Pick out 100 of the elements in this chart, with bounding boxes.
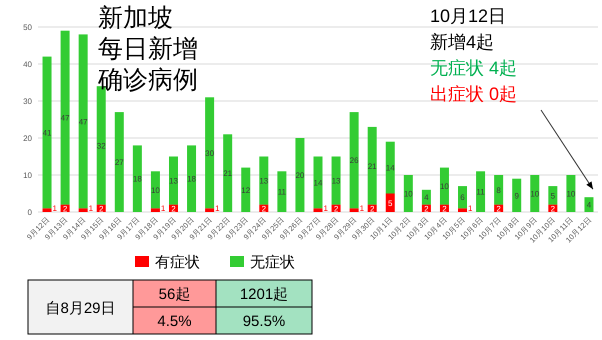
text: 4.5%: [157, 313, 192, 330]
data-label: 2: [496, 204, 502, 214]
data-label: 1: [324, 204, 328, 213]
bar: [60, 30, 70, 205]
bar: [78, 208, 88, 212]
bar: [295, 138, 304, 212]
bar: [259, 156, 268, 205]
data-label: 1: [468, 204, 474, 213]
data-label: 1: [88, 204, 94, 213]
data-label: 10: [530, 190, 540, 198]
text: 10月12日: [430, 6, 506, 26]
bar: [78, 34, 88, 208]
bar: [42, 56, 52, 208]
data-label: 27: [114, 158, 124, 168]
text: 每日新增确诊病例: [98, 34, 199, 96]
data-label: 2: [370, 204, 375, 214]
data-label: 4: [586, 200, 592, 210]
text: 自8月29日: [45, 300, 116, 317]
bar: [114, 112, 124, 212]
annotation: 无症状 4起: [430, 58, 518, 78]
data-label: 21: [223, 169, 233, 178]
bar: [548, 186, 558, 205]
data-label: 11: [476, 188, 486, 197]
data-label: 5: [550, 191, 556, 200]
bar: [350, 208, 359, 212]
data-label: 32: [96, 141, 106, 150]
bar: [42, 208, 52, 212]
bar: [494, 175, 504, 205]
annotation: 新增4起: [430, 32, 494, 52]
y-tick-label: 10: [23, 171, 33, 180]
bar: [350, 112, 359, 208]
bar: [150, 208, 160, 212]
y-tick-label: 50: [23, 23, 33, 32]
bar: [314, 208, 322, 212]
data-label: 10: [440, 182, 450, 192]
bar: [566, 175, 576, 212]
data-label: 30: [205, 148, 215, 158]
data-label: 41: [42, 128, 52, 138]
bar: [458, 208, 468, 212]
data-label: 2: [424, 204, 430, 214]
bar: [132, 145, 142, 212]
bar: [314, 156, 322, 208]
data-label: 47: [60, 114, 70, 123]
y-tick-label: 20: [23, 134, 33, 143]
data-label: 47: [78, 117, 88, 126]
data-label: 13: [259, 176, 269, 186]
text: 56起: [158, 286, 190, 303]
data-label: 13: [169, 176, 178, 186]
data-label: 1: [360, 204, 365, 213]
bar: [205, 208, 214, 212]
data-label: 2: [262, 204, 267, 214]
data-label: 20: [295, 171, 305, 180]
data-label: 5: [388, 198, 394, 208]
data-label: 10: [150, 186, 160, 195]
data-label: 1: [160, 204, 166, 213]
bar: [386, 194, 395, 212]
data-label: 12: [241, 186, 251, 195]
bar: [187, 145, 196, 212]
bar: [277, 171, 286, 212]
bar: [458, 186, 468, 208]
data-label: 6: [460, 193, 466, 202]
data-label: 1: [52, 204, 58, 213]
data-label: 21: [368, 162, 378, 171]
data-label: 13: [332, 176, 342, 186]
y-tick-label: 40: [23, 60, 33, 69]
data-label: 10: [404, 190, 414, 198]
bar: [512, 178, 522, 212]
data-label: 2: [62, 204, 68, 214]
bar: [584, 197, 594, 212]
data-label: 11: [278, 188, 287, 197]
bar: [332, 156, 341, 205]
bar: [241, 168, 250, 212]
data-label: 2: [171, 204, 176, 214]
data-label: 10: [566, 190, 576, 198]
bar: [368, 126, 377, 205]
y-tick-label: 0: [28, 208, 33, 217]
legend-label: 有症状: [155, 254, 200, 271]
y-tick-label: 30: [23, 97, 33, 106]
data-label: 18: [187, 174, 197, 184]
bar: [440, 168, 449, 205]
annotation: 出症状 0起: [430, 84, 518, 104]
data-label: 4: [424, 193, 430, 202]
data-label: 2: [550, 204, 556, 214]
bar: [386, 142, 395, 194]
bar: [530, 175, 540, 212]
bar: [205, 97, 214, 208]
data-label: 18: [132, 174, 142, 184]
data-label: 14: [386, 164, 396, 173]
data-label: 8: [496, 186, 502, 195]
bar: [150, 171, 160, 208]
data-label: 2: [99, 204, 104, 214]
data-label: 26: [350, 156, 360, 166]
text: 1201起: [240, 286, 288, 303]
bar: [476, 171, 486, 212]
data-label: 9: [514, 191, 520, 200]
data-label: 2: [442, 204, 448, 214]
data-label: 14: [314, 178, 323, 188]
bar: [168, 156, 178, 205]
legend-label: 无症状: [250, 254, 295, 271]
data-label: 1: [215, 204, 220, 213]
